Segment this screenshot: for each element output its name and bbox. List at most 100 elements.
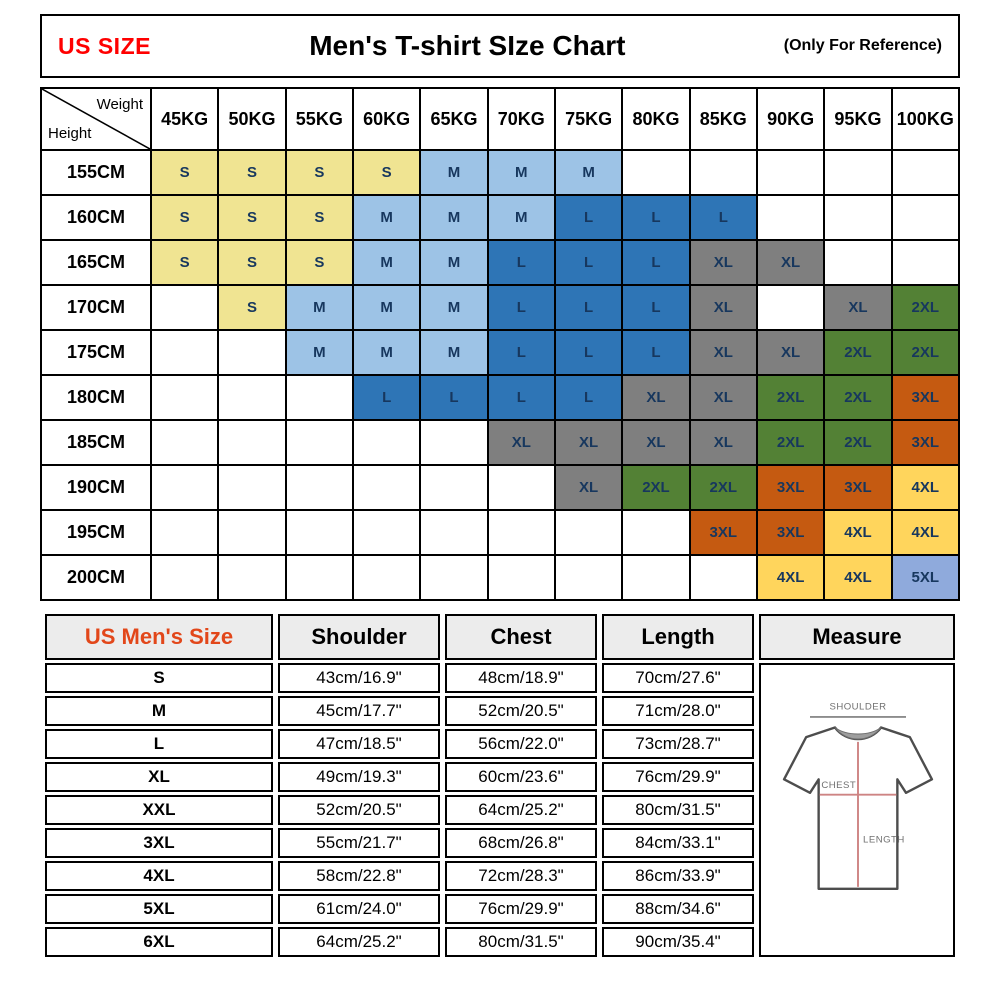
size-cell-empty bbox=[890, 194, 961, 241]
size-cell-empty bbox=[621, 509, 691, 556]
size-cell-empty bbox=[621, 554, 691, 601]
chart-header: US SIZE Men's T-shirt SIze Chart (Only F… bbox=[40, 14, 960, 78]
size-cell-m: M bbox=[419, 239, 489, 286]
weight-column-header: 90KG bbox=[755, 87, 826, 151]
size-cell-m: M bbox=[419, 284, 489, 331]
size-cell-empty bbox=[217, 554, 287, 601]
size-cell-s: S bbox=[284, 194, 354, 241]
measurement-row: 3XL 55cm/21.7" 68cm/26.8" 84cm/33.1" bbox=[45, 828, 955, 858]
size-cell-xl: XL bbox=[553, 464, 624, 511]
shoulder-value-cell: 45cm/17.7" bbox=[278, 696, 440, 726]
spec-header-shoulder: Shoulder bbox=[278, 614, 440, 660]
size-cell-s: S bbox=[149, 149, 220, 196]
size-cell-m: M bbox=[351, 239, 422, 286]
tshirt-measure-diagram: SHOULDER CHEST LENGTH bbox=[782, 701, 934, 890]
size-matrix-table: Weight Height 45KG 50KG 55KG 60KG 65KG 70KG 75… bbox=[40, 87, 961, 601]
length-value-cell: 90cm/35.4" bbox=[602, 927, 754, 957]
page-title: Men's T-shirt SIze Chart bbox=[309, 30, 626, 61]
size-cell-xl: XL bbox=[688, 419, 758, 466]
length-value-cell: 86cm/33.9" bbox=[602, 861, 754, 891]
size-cell-3xl: 3XL bbox=[688, 509, 758, 556]
height-row-header: 180CM bbox=[40, 374, 152, 421]
size-cell-empty bbox=[149, 284, 220, 331]
measurement-row: 5XL 61cm/24.0" 76cm/29.9" 88cm/34.6" bbox=[45, 894, 955, 924]
size-cell-empty bbox=[486, 464, 556, 511]
height-row-header: 185CM bbox=[40, 419, 152, 466]
size-cell-xl: XL bbox=[553, 419, 624, 466]
matrix-row: 160CM S S S M M M L L L bbox=[40, 194, 961, 241]
shoulder-value-cell: 58cm/22.8" bbox=[278, 861, 440, 891]
size-value-cell: 3XL bbox=[45, 828, 273, 858]
weight-column-header: 95KG bbox=[823, 87, 893, 151]
spec-header-size: US Men's Size bbox=[45, 614, 273, 660]
size-cell-empty bbox=[217, 419, 287, 466]
weight-column-header: 60KG bbox=[351, 87, 422, 151]
size-cell-empty bbox=[755, 284, 826, 331]
size-cell-l: L bbox=[486, 374, 556, 421]
size-cell-s: S bbox=[284, 239, 354, 286]
size-cell-3xl: 3XL bbox=[890, 374, 961, 421]
matrix-row: 200CM 4XL 4XL 5XL bbox=[40, 554, 961, 601]
size-cell-xl: XL bbox=[688, 374, 758, 421]
measurement-row: L 47cm/18.5" 56cm/22.0" 73cm/28.7" bbox=[45, 729, 955, 759]
size-cell-l: L bbox=[553, 284, 624, 331]
size-cell-empty bbox=[149, 554, 220, 601]
chest-value-cell: 68cm/26.8" bbox=[445, 828, 597, 858]
size-cell-3xl: 3XL bbox=[890, 419, 961, 466]
size-cell-empty bbox=[419, 464, 489, 511]
size-cell-3xl: 3XL bbox=[755, 509, 826, 556]
weight-column-header: 75KG bbox=[553, 87, 624, 151]
measurement-header-row: US Men's Size Shoulder Chest Length Meas… bbox=[45, 614, 955, 660]
size-cell-empty bbox=[823, 149, 893, 196]
size-cell-empty bbox=[217, 509, 287, 556]
height-row-header: 165CM bbox=[40, 239, 152, 286]
height-row-header: 200CM bbox=[40, 554, 152, 601]
chest-value-cell: 72cm/28.3" bbox=[445, 861, 597, 891]
size-cell-4xl: 4XL bbox=[890, 464, 961, 511]
size-cell-empty bbox=[890, 239, 961, 286]
size-cell-empty bbox=[621, 149, 691, 196]
shoulder-value-cell: 55cm/21.7" bbox=[278, 828, 440, 858]
size-cell-empty bbox=[553, 509, 624, 556]
size-cell-s: S bbox=[217, 149, 287, 196]
reference-note: (Only For Reference) bbox=[783, 37, 942, 54]
size-cell-m: M bbox=[351, 194, 422, 241]
size-cell-empty bbox=[284, 554, 354, 601]
height-row-header: 190CM bbox=[40, 464, 152, 511]
size-cell-empty bbox=[351, 464, 422, 511]
diagonal-divider bbox=[42, 89, 150, 149]
matrix-row: 185CM XL XL XL XL 2XL 2XL 3XL bbox=[40, 419, 961, 466]
shoulder-value-cell: 49cm/19.3" bbox=[278, 762, 440, 792]
spec-header-chest: Chest bbox=[445, 614, 597, 660]
size-cell-2xl: 2XL bbox=[823, 419, 893, 466]
size-cell-xl: XL bbox=[688, 329, 758, 376]
spec-header-measure: Measure bbox=[759, 614, 955, 660]
size-cell-s: S bbox=[284, 149, 354, 196]
weight-column-header: 55KG bbox=[284, 87, 354, 151]
size-cell-xl: XL bbox=[621, 374, 691, 421]
matrix-row: 165CM S S S M M L L L XL XL bbox=[40, 239, 961, 286]
size-cell-2xl: 2XL bbox=[890, 284, 961, 331]
size-cell-empty bbox=[149, 464, 220, 511]
size-cell-l: L bbox=[486, 329, 556, 376]
size-cell-l: L bbox=[553, 194, 624, 241]
size-cell-empty bbox=[688, 554, 758, 601]
size-cell-empty bbox=[149, 374, 220, 421]
size-cell-empty bbox=[217, 329, 287, 376]
matrix-row: 195CM 3XL 3XL 4XL 4XL bbox=[40, 509, 961, 556]
length-value-cell: 88cm/34.6" bbox=[602, 894, 754, 924]
size-cell-empty bbox=[486, 554, 556, 601]
size-cell-m: M bbox=[351, 329, 422, 376]
size-cell-s: S bbox=[217, 239, 287, 286]
chest-value-cell: 60cm/23.6" bbox=[445, 762, 597, 792]
weight-column-header: 45KG bbox=[149, 87, 220, 151]
size-cell-m: M bbox=[553, 149, 624, 196]
size-cell-l: L bbox=[621, 284, 691, 331]
height-row-header: 170CM bbox=[40, 284, 152, 331]
size-cell-m: M bbox=[486, 149, 556, 196]
measurement-row: 4XL 58cm/22.8" 72cm/28.3" 86cm/33.9" bbox=[45, 861, 955, 891]
height-row-header: 160CM bbox=[40, 194, 152, 241]
chest-value-cell: 52cm/20.5" bbox=[445, 696, 597, 726]
size-cell-l: L bbox=[621, 194, 691, 241]
